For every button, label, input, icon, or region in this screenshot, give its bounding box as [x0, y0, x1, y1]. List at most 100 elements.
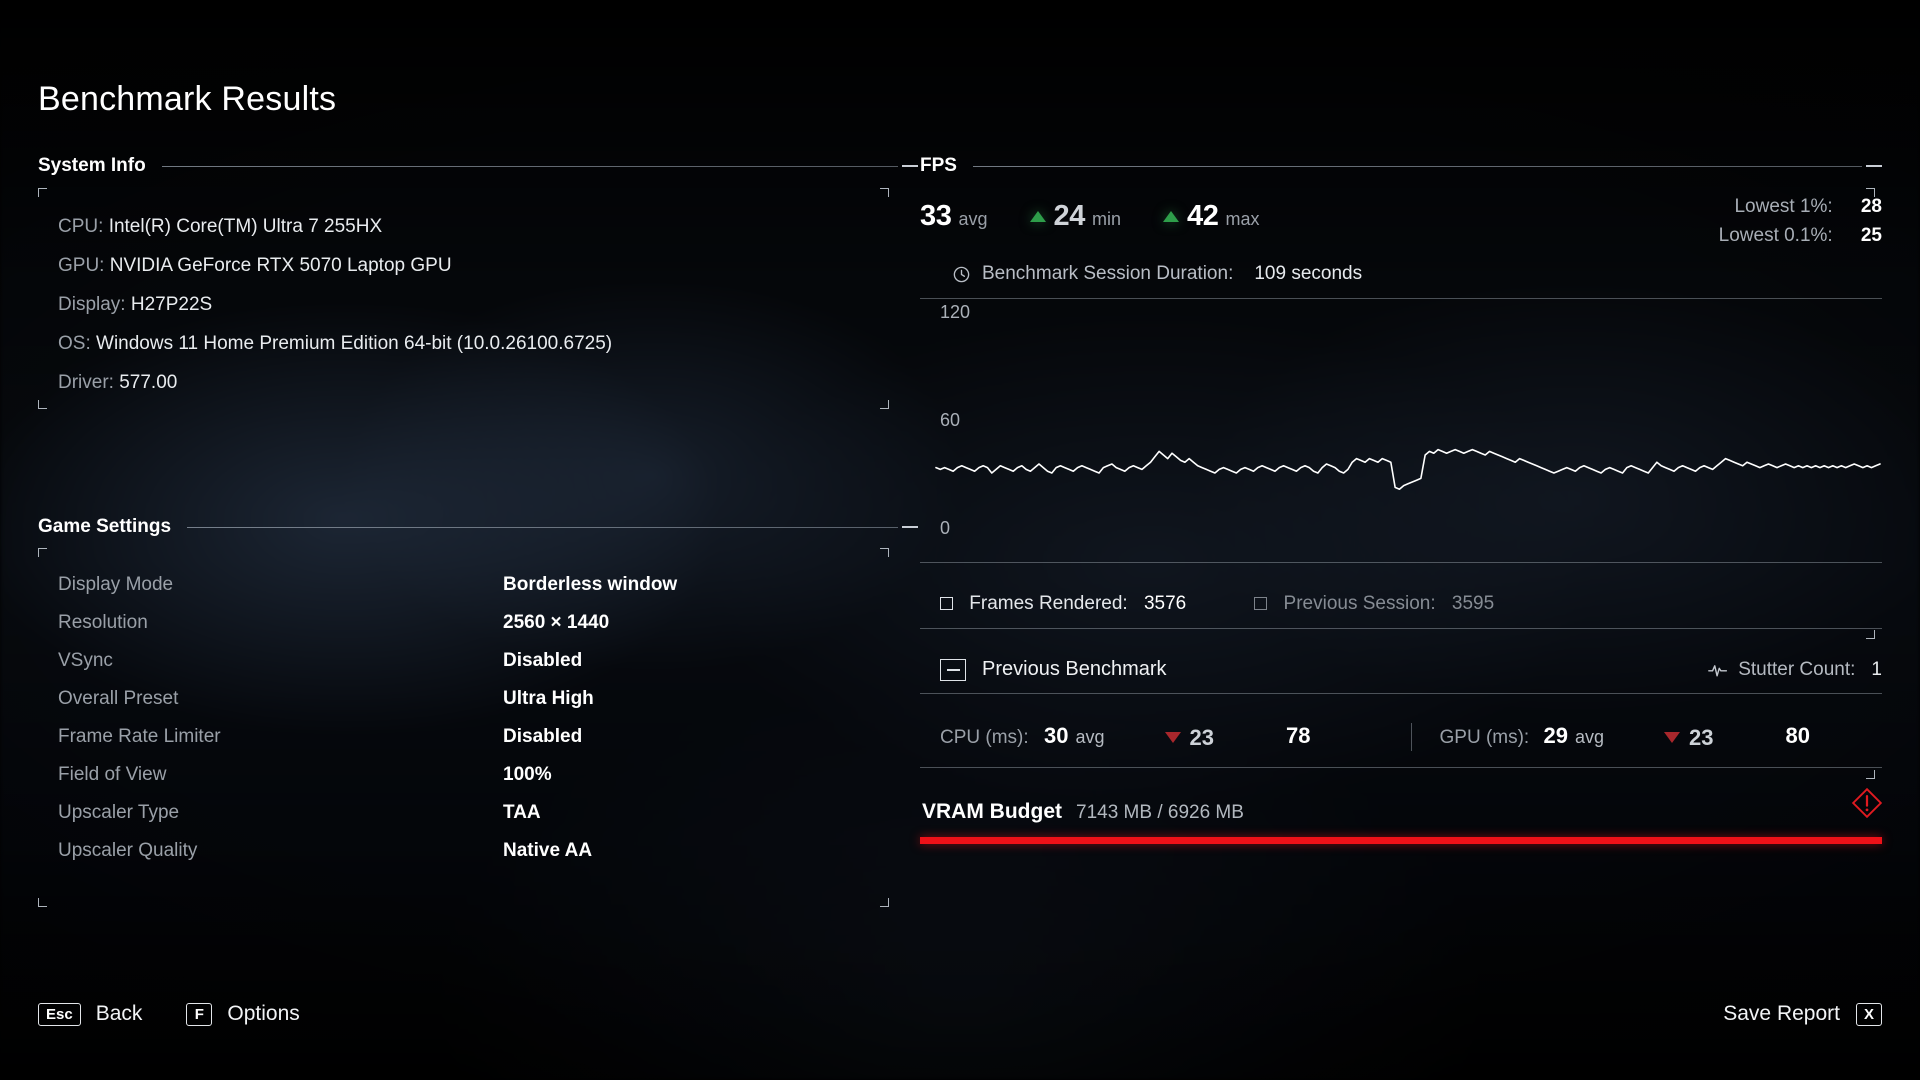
- game-setting-value: Disabled: [503, 650, 583, 671]
- previous-session: Previous Session: 3595: [1254, 593, 1494, 615]
- frames-rendered-row: Frames Rendered: 3576 Previous Session: …: [940, 593, 1494, 615]
- previous-session-value: 3595: [1451, 593, 1495, 614]
- fps-avg-label: avg: [958, 209, 988, 229]
- system-info-row: GPU: NVIDIA GeForce RTX 5070 Laptop GPU: [58, 246, 612, 285]
- fps-max-label: max: [1225, 209, 1260, 229]
- game-setting-row: Overall Preset Ultra High: [58, 688, 718, 726]
- system-info-value: H27P22S: [130, 294, 213, 315]
- fps-max-stat: 42 max: [1162, 200, 1260, 233]
- x-key-icon: X: [1855, 1002, 1882, 1026]
- game-setting-row: Upscaler Quality Native AA: [58, 840, 718, 878]
- system-info-key: CPU:: [58, 216, 104, 237]
- frames-rendered-value: 3576: [1143, 593, 1187, 614]
- game-setting-key: Frame Rate Limiter: [58, 726, 221, 747]
- vram-budget-label: VRAM Budget: [922, 800, 1062, 823]
- lowest-1-percent-label: Lowest 1%:: [1734, 196, 1833, 217]
- back-action[interactable]: Esc Back: [38, 1002, 142, 1026]
- stutter-count-label: Stutter Count:: [1738, 658, 1856, 680]
- divider: [920, 767, 1882, 768]
- panel-corner-tick: [1866, 770, 1875, 779]
- system-info-key: GPU:: [58, 255, 105, 276]
- gpu-frametime-avg-suffix: avg: [1574, 727, 1605, 747]
- game-setting-key: Upscaler Type: [58, 802, 180, 823]
- bar-toggle-icon: [940, 658, 966, 681]
- frametime-row: CPU (ms): 30 avg 23 78 GPU (ms): 29 avg …: [940, 723, 1882, 751]
- options-action[interactable]: F Options: [186, 1002, 300, 1026]
- previous-benchmark-toggle[interactable]: Previous Benchmark: [940, 658, 1167, 681]
- game-setting-value: Ultra High: [503, 688, 594, 709]
- previous-session-label: Previous Session:: [1283, 593, 1436, 614]
- system-info-row: Display: H27P22S: [58, 285, 612, 324]
- section-rule: [187, 526, 898, 528]
- vram-budget-usage: 7143 MB / 6926 MB: [1076, 802, 1244, 823]
- system-info-value: 577.00: [119, 372, 178, 393]
- system-info-value: NVIDIA GeForce RTX 5070 Laptop GPU: [109, 255, 452, 276]
- system-info-key: Display:: [58, 294, 126, 315]
- section-rule-endcap: [902, 165, 918, 167]
- game-setting-key: Upscaler Quality: [58, 840, 198, 861]
- cpu-frametime-label: CPU (ms):: [940, 727, 1029, 748]
- gpu-frametime: GPU (ms): 29 avg 23 80: [1440, 723, 1883, 751]
- gpu-frametime-avg: 29: [1543, 723, 1568, 748]
- system-info-value: Intel(R) Core(TM) Ultra 7 255HX: [108, 216, 383, 237]
- lowest-01-percent-row: Lowest 0.1%: 25: [1719, 221, 1882, 250]
- panel-corner-tick: [880, 898, 889, 907]
- game-setting-value: Disabled: [503, 726, 583, 747]
- section-header-system-info: System Info: [38, 155, 918, 177]
- system-info-row: OS: Windows 11 Home Premium Edition 64-b…: [58, 324, 612, 363]
- save-report-label: Save Report: [1723, 1002, 1840, 1025]
- section-rule-endcap: [902, 526, 918, 528]
- game-setting-key: Resolution: [58, 612, 148, 633]
- frames-rendered-label: Frames Rendered:: [969, 593, 1128, 614]
- system-info-list: CPU: Intel(R) Core(TM) Ultra 7 255HX GPU…: [58, 207, 612, 402]
- fps-graph: 120 60 0: [920, 302, 1882, 562]
- fps-min-stat: 24 min: [1029, 200, 1121, 233]
- vram-usage-bar: [920, 837, 1882, 844]
- vram-budget: VRAM Budget 7143 MB / 6926 MB: [920, 787, 1883, 844]
- page-title: Benchmark Results: [38, 80, 337, 118]
- section-header-fps: FPS: [920, 155, 1882, 177]
- divider: [1410, 723, 1412, 751]
- fps-summary-stats: 33 avg 24 min 42 max: [920, 200, 1259, 233]
- save-report-action[interactable]: Save Report X: [1723, 1002, 1882, 1026]
- panel-corner-tick: [880, 400, 889, 409]
- fps-min-value: 24: [1053, 200, 1086, 232]
- previous-benchmark-row: Previous Benchmark Stutter Count: 1: [940, 658, 1882, 681]
- panel-corner-tick: [1866, 630, 1875, 639]
- game-setting-key: Overall Preset: [58, 688, 179, 709]
- game-setting-value: 100%: [503, 764, 552, 785]
- benchmark-duration-row: Benchmark Session Duration: 109 seconds: [952, 263, 1362, 285]
- cpu-frametime-high: 78: [1286, 723, 1311, 748]
- options-label: Options: [227, 1002, 300, 1025]
- fps-max-value: 42: [1186, 200, 1219, 232]
- esc-key-icon: Esc: [38, 1002, 81, 1026]
- game-settings-list: Display Mode Borderless window Resolutio…: [58, 574, 718, 878]
- footer-left: Esc Back F Options: [38, 1002, 300, 1026]
- game-setting-value: Borderless window: [503, 574, 678, 595]
- game-setting-key: VSync: [58, 650, 113, 671]
- f-key-icon: F: [186, 1002, 213, 1026]
- section-header-game-settings: Game Settings: [38, 516, 918, 538]
- section-rule-endcap: [1866, 165, 1882, 167]
- game-setting-row: Resolution 2560 × 1440: [58, 612, 718, 650]
- warning-diamond-icon: [1851, 787, 1883, 819]
- section-rule: [161, 165, 898, 167]
- vram-usage-fill: [920, 837, 1882, 844]
- arrow-up-icon: [1029, 211, 1046, 222]
- system-info-row: Driver: 577.00: [58, 363, 612, 402]
- divider: [920, 562, 1882, 563]
- system-info-key: OS:: [58, 333, 91, 354]
- square-marker-icon: [940, 597, 953, 610]
- system-info-key: Driver:: [58, 372, 114, 393]
- stutter-count: Stutter Count: 1: [1708, 659, 1882, 681]
- stutter-count-value: 1: [1871, 658, 1882, 680]
- y-axis-tick-60: 60: [940, 410, 961, 430]
- system-info-value: Windows 11 Home Premium Edition 64-bit (…: [96, 333, 613, 354]
- clock-icon: [953, 266, 970, 282]
- gpu-frametime-low: 23: [1689, 724, 1714, 750]
- game-setting-row: Upscaler Type TAA: [58, 802, 718, 840]
- game-setting-value: TAA: [503, 802, 541, 823]
- game-setting-value: 2560 × 1440: [503, 612, 610, 633]
